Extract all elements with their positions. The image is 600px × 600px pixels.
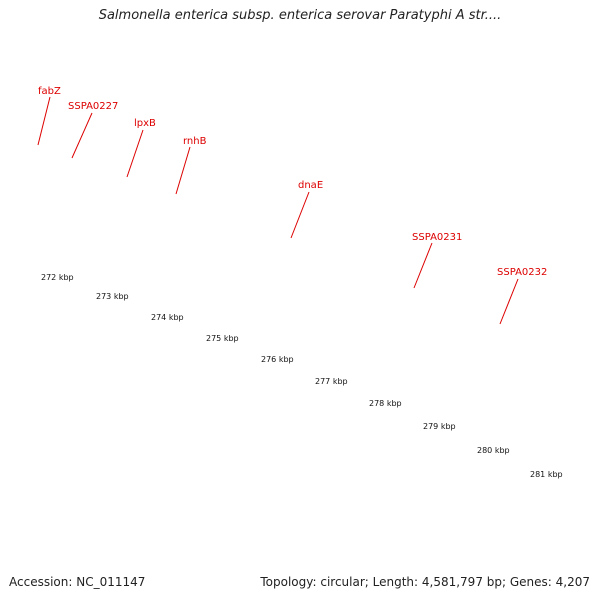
gene-labels: fabZ SSPA0227 lpxB rnhB dnaE SSPA0231 SS… [37,86,547,325]
scale-label: 274 kbp [151,313,184,322]
scale-label: 279 kbp [423,422,456,431]
scale-label: 277 kbp [315,377,348,386]
gene-leader-line [499,278,519,325]
map-title: Salmonella enterica subsp. enterica sero… [98,8,502,23]
scale-label: 276 kbp [261,355,294,364]
gene-label-rnhb: rnhB [183,136,207,147]
gene-label-fabz: fabZ [38,86,61,97]
gene-label-lpxb: lpxB [134,118,156,129]
gene-label-sspa0227: SSPA0227 [68,101,118,112]
gene-leader-line [413,242,433,289]
scale-label: 275 kbp [206,334,239,343]
scale-labels: 272 kbp 273 kbp 274 kbp 275 kbp 276 kbp … [41,273,563,479]
scale-label: 280 kbp [477,446,510,455]
gene-label-dnae: dnaE [298,180,323,191]
gene-leader-line [175,146,191,195]
scale-label: 278 kbp [369,399,402,408]
gene-label-sspa0232: SSPA0232 [497,267,547,278]
accession-text: Accession: NC_011147 [9,575,146,589]
gene-label-sspa0231: SSPA0231 [412,232,462,243]
gene-leader-line [126,129,144,178]
scale-label: 272 kbp [41,273,74,282]
topology-text: Topology: circular; Length: 4,581,797 bp… [260,575,590,589]
scale-label: 273 kbp [96,292,129,301]
gene-leader-line [290,191,310,239]
scale-label: 281 kbp [530,470,563,479]
gene-leader-line [37,96,51,146]
gene-leader-line [71,112,93,159]
